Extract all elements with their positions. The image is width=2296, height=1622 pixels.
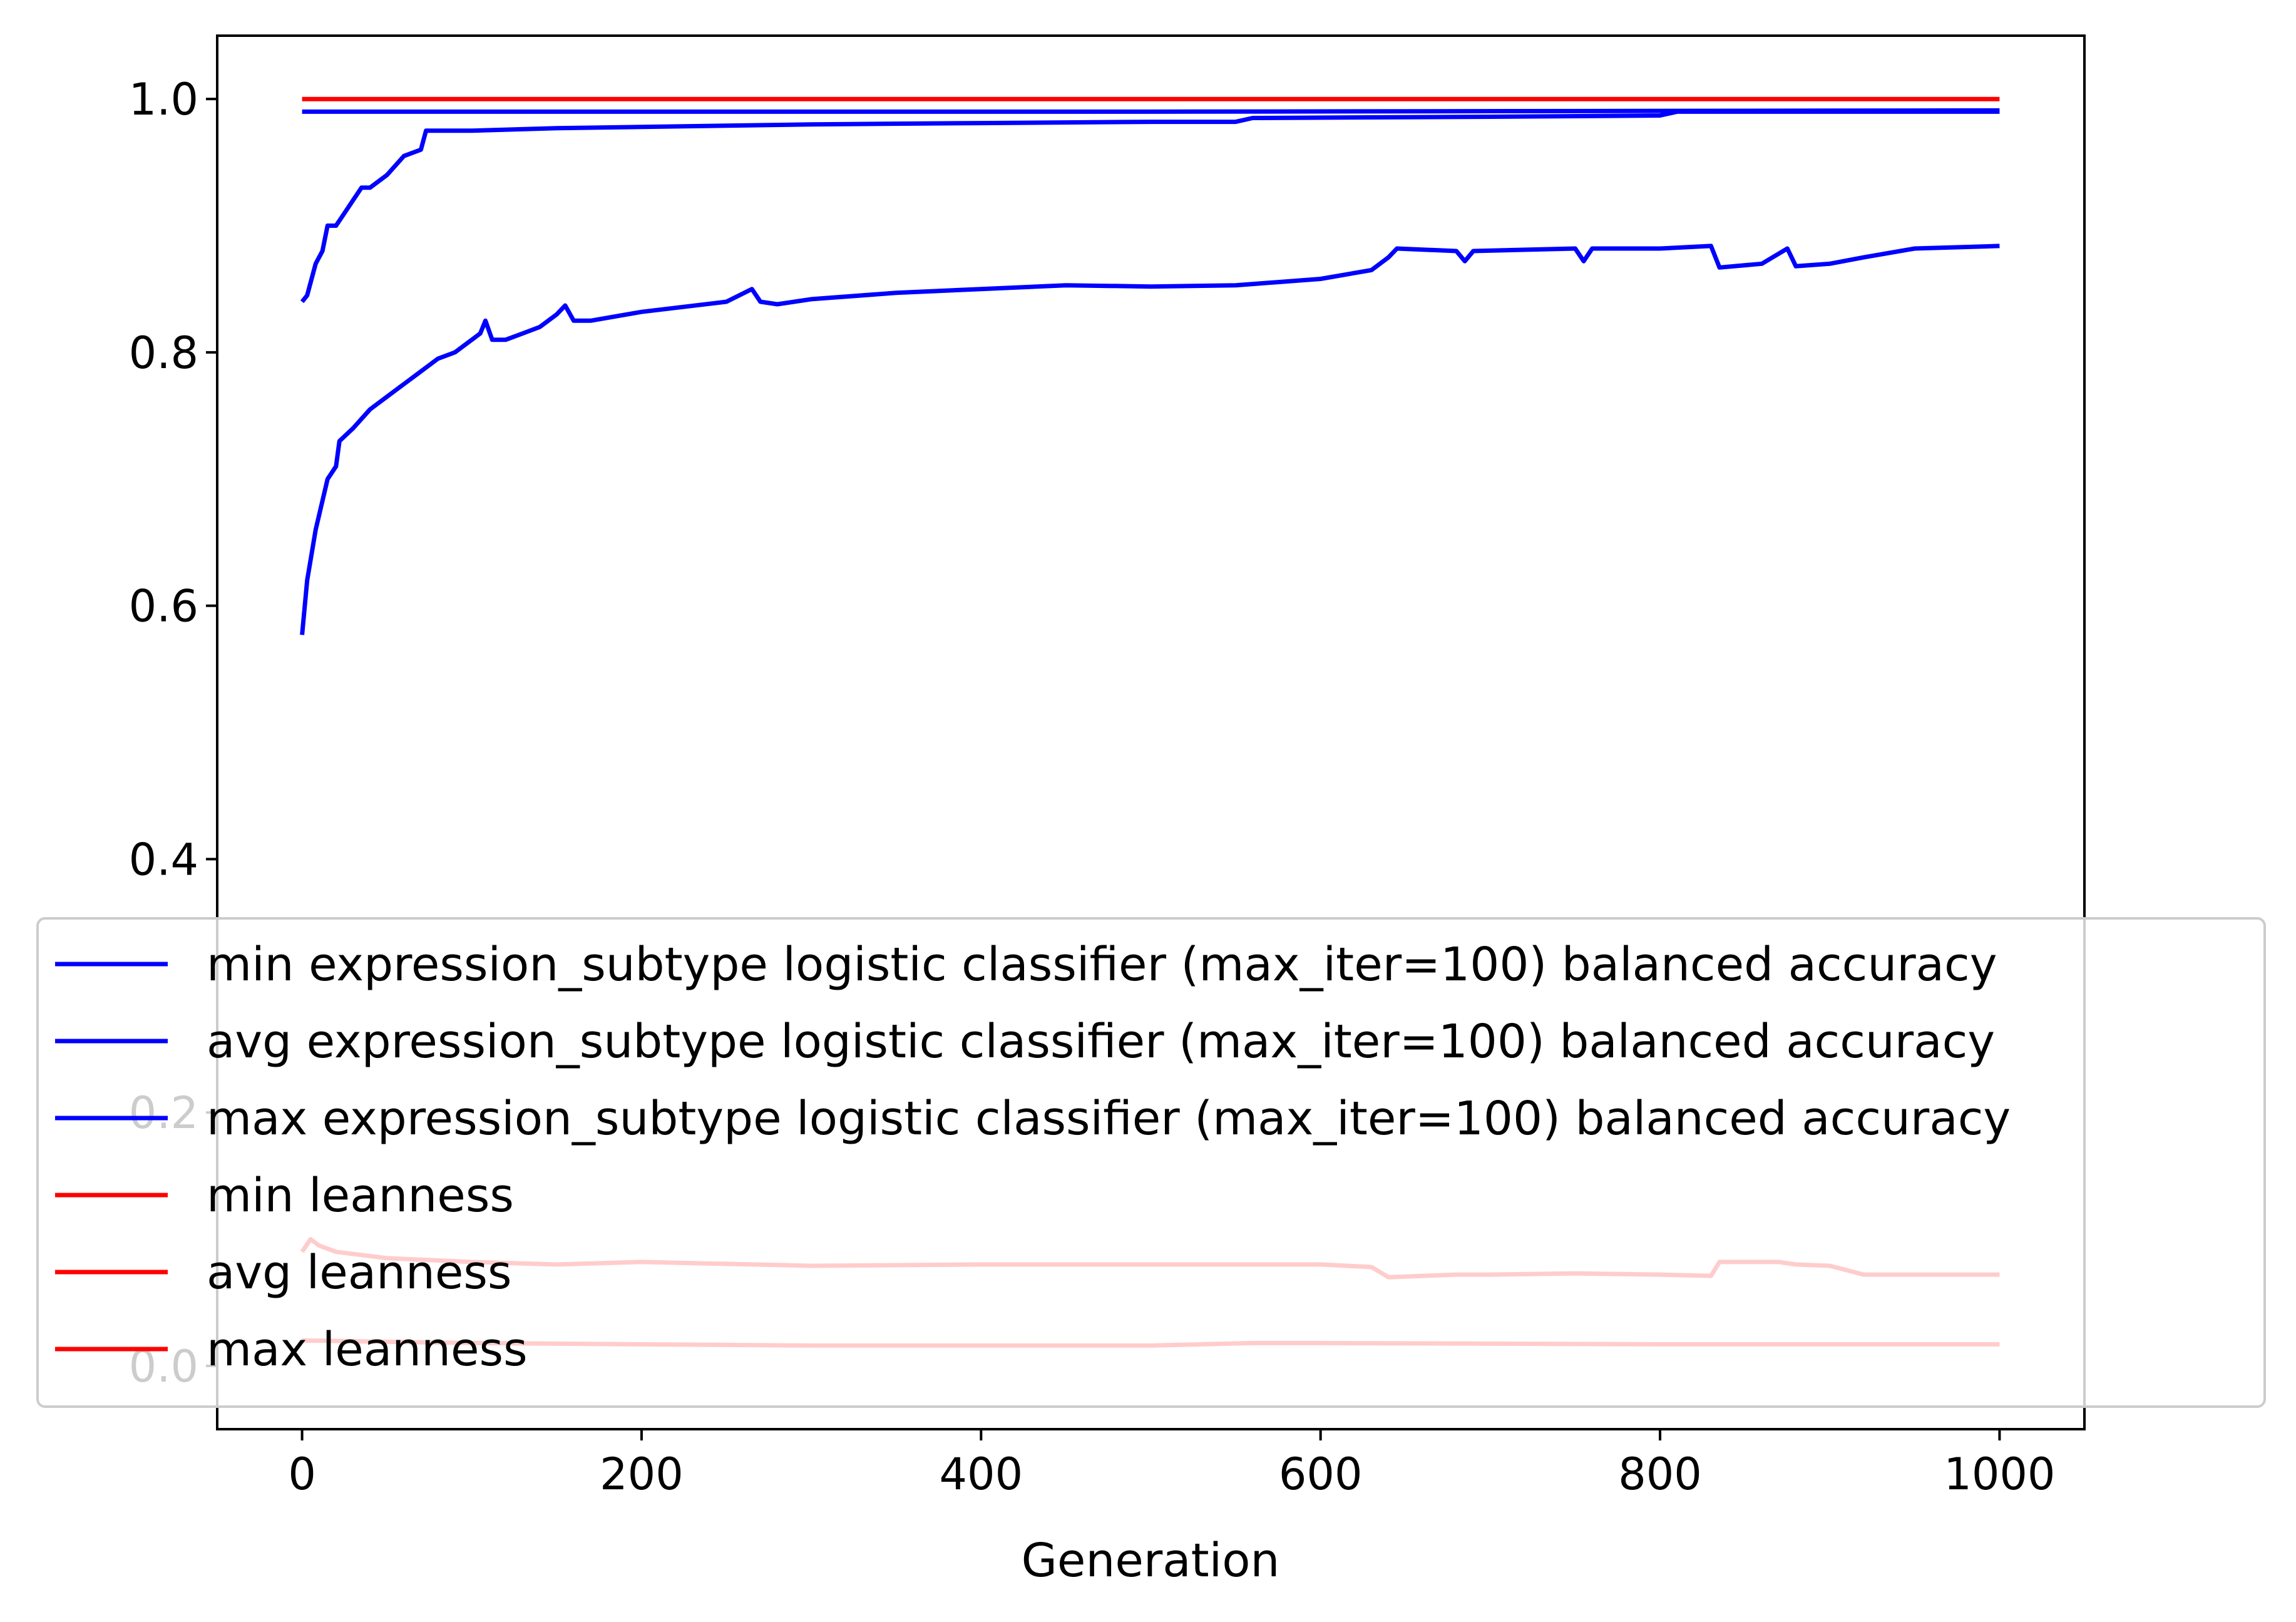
y-tick-label: 0.6 [129, 581, 198, 632]
legend-label: avg expression_subtype logistic classifi… [207, 1015, 1995, 1069]
y-tick-label: 0.4 [129, 834, 198, 885]
y-tick-label: 0.8 [129, 327, 198, 379]
legend-label: avg leanness [207, 1246, 512, 1300]
legend-label: max leanness [207, 1323, 528, 1377]
x-tick-label: 800 [1618, 1449, 1702, 1500]
y-tick-label: 1.0 [129, 74, 198, 125]
legend-label: min leanness [207, 1169, 514, 1223]
x-axis: 0 200 400 600 800 1000 [288, 1429, 2055, 1500]
x-tick-label: 600 [1279, 1449, 1363, 1500]
legend-label: max expression_subtype logistic classifi… [207, 1092, 2011, 1146]
series-line-2 [302, 108, 2000, 114]
x-tick-label: 200 [600, 1449, 684, 1500]
legend-box [36, 917, 2266, 1408]
series-line-0 [300, 244, 2000, 635]
plot-frame [216, 34, 2086, 1430]
x-tick-label: 1000 [1944, 1449, 2055, 1500]
x-tick-label: 400 [940, 1449, 1023, 1500]
x-axis-label: Generation [1022, 1534, 1280, 1588]
series-line-1 [300, 109, 2000, 304]
x-tick-label: 0 [288, 1449, 316, 1500]
legend: min expression_subtype logistic classifi… [36, 917, 2266, 1408]
legend-label: min expression_subtype logistic classifi… [207, 938, 1997, 992]
